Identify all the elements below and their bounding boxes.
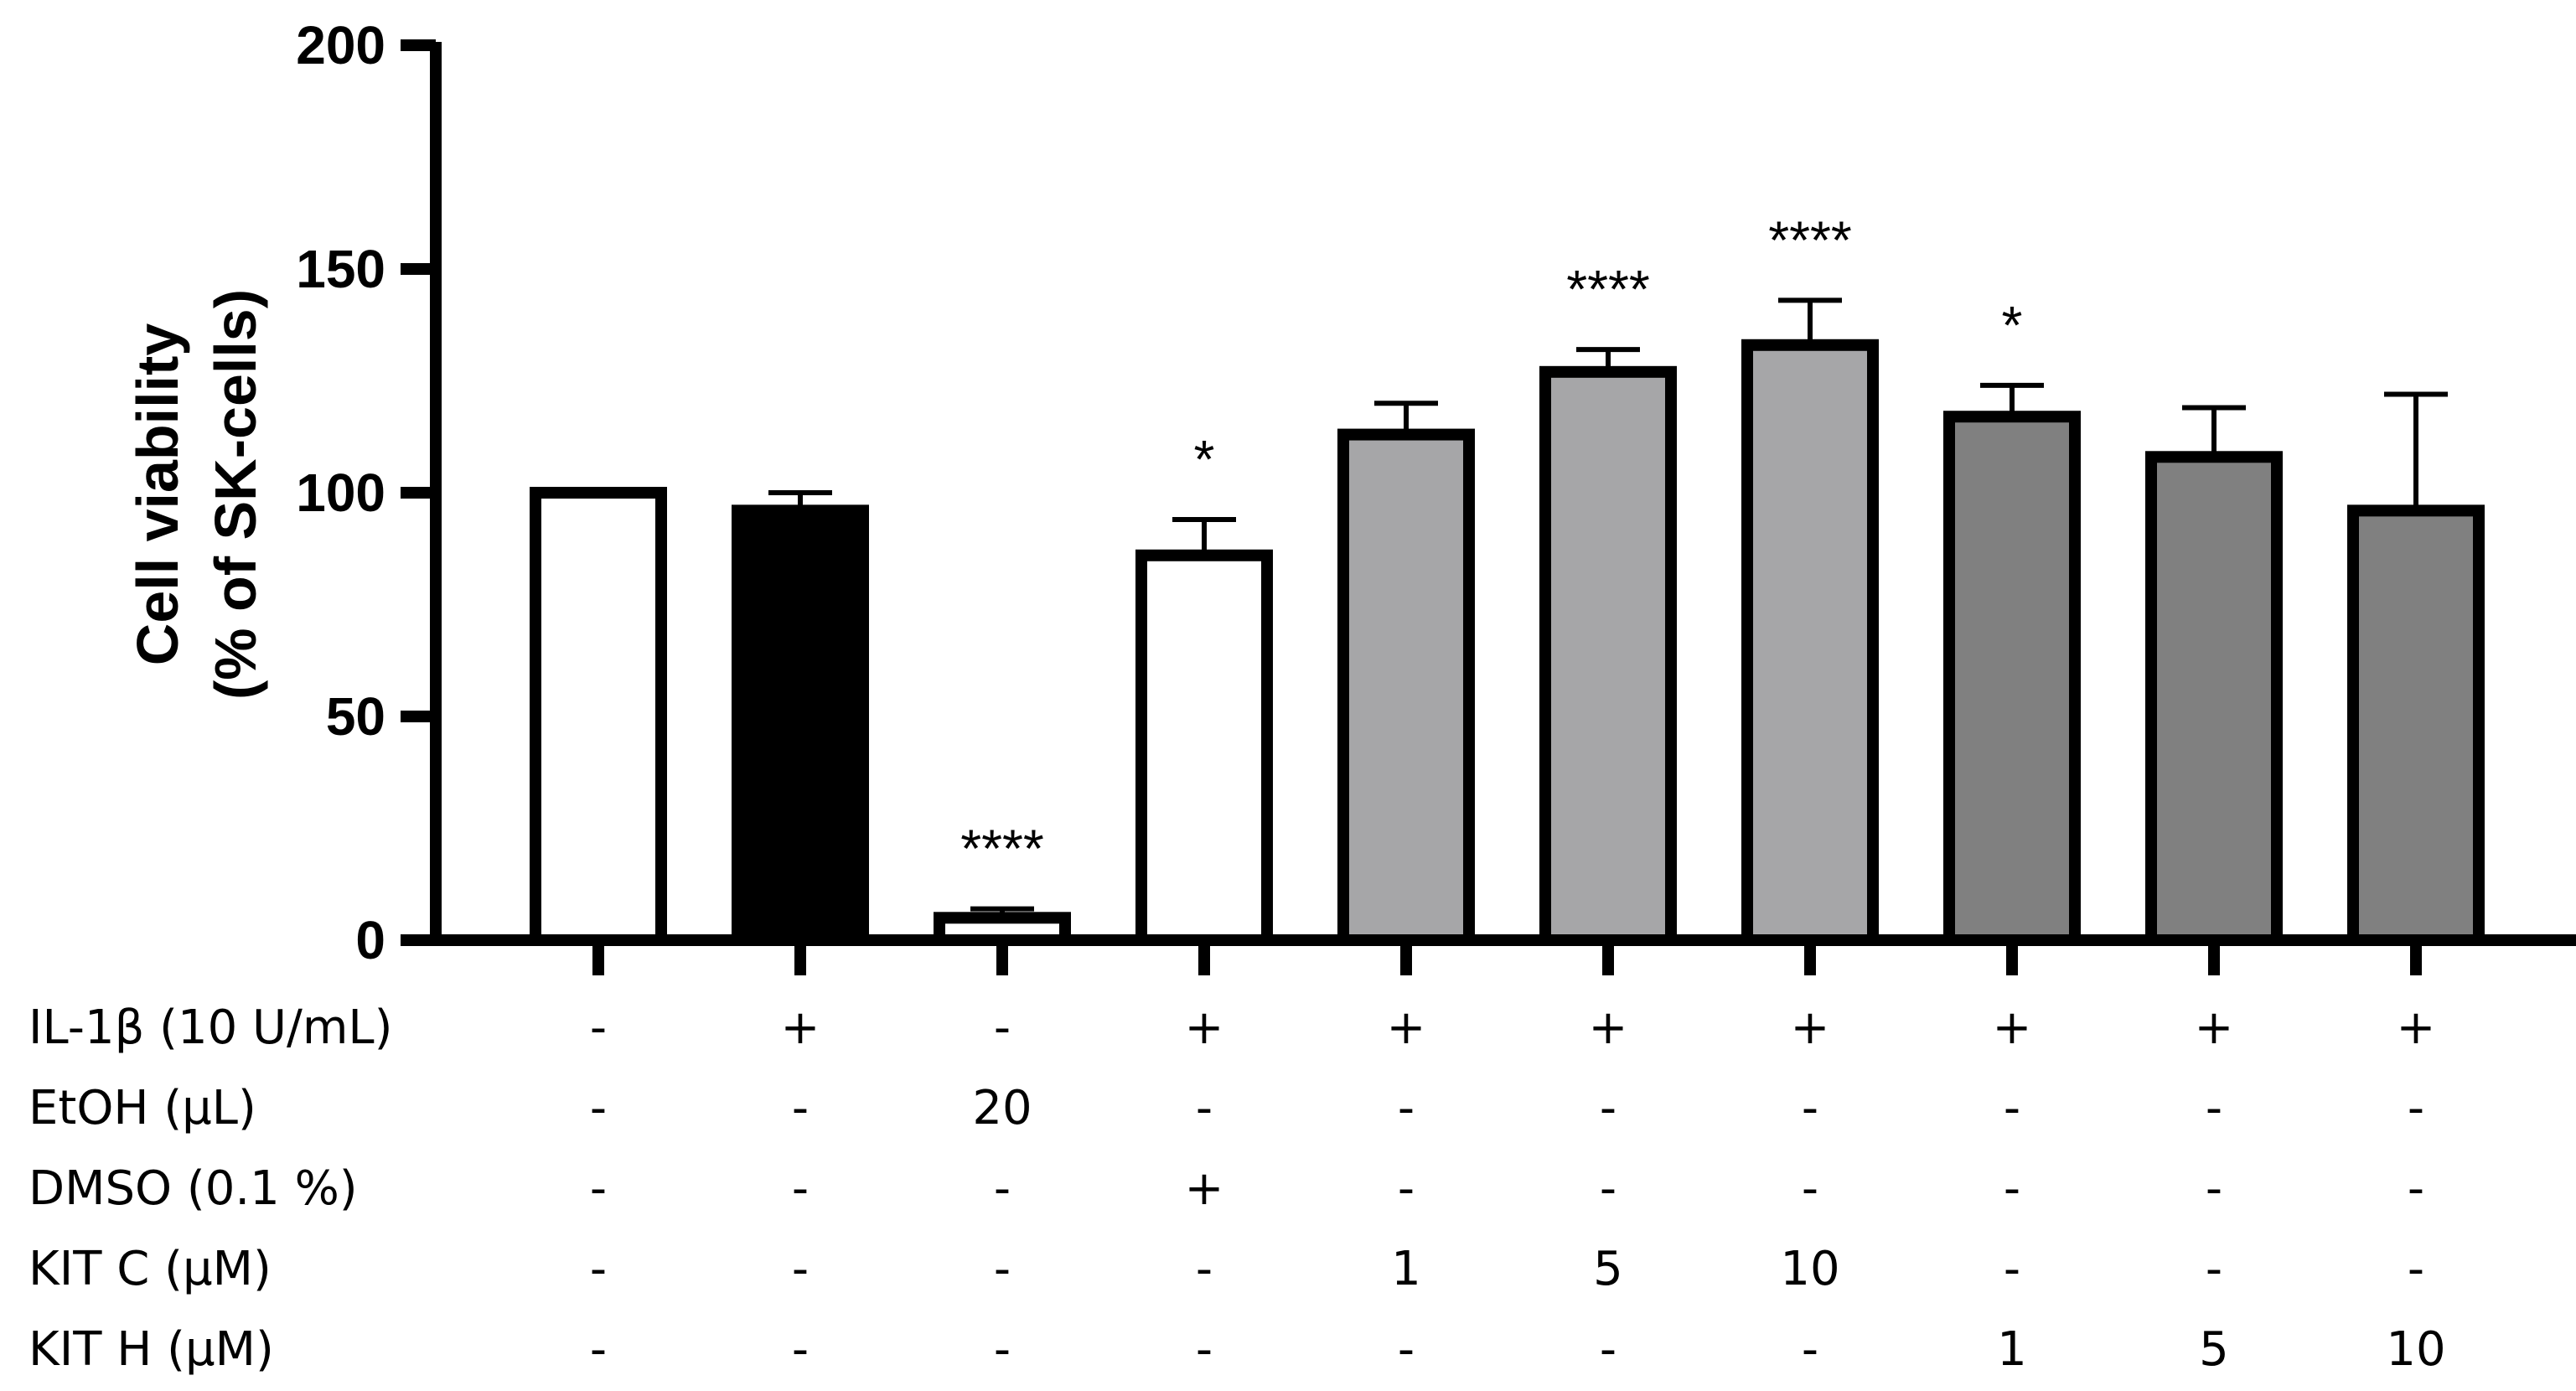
- bars-layer: [530, 297, 2485, 947]
- bar: [1539, 365, 1677, 946]
- condition-value: +: [1993, 1001, 2032, 1055]
- condition-table: IL-1β (10 U/mL) - + - + + + + + + + EtOH (μL) - - 20 - -…: [28, 1001, 2446, 1377]
- condition-value: -: [792, 1081, 809, 1135]
- condition-row-label: IL-1β (10 U/mL): [28, 1001, 392, 1055]
- y-tick-label: 100: [296, 463, 385, 523]
- condition-value: -: [2004, 1081, 2020, 1135]
- condition-value: 5: [2199, 1322, 2229, 1377]
- y-axis-title: Cell viability (% of SK-cells): [125, 289, 268, 700]
- condition-value: -: [590, 1081, 607, 1135]
- bar: [1741, 339, 1879, 946]
- condition-value: -: [1196, 1242, 1213, 1296]
- condition-value: -: [590, 1322, 607, 1377]
- condition-row-label: DMSO (0.1 %): [28, 1161, 358, 1216]
- condition-value: -: [1196, 1322, 1213, 1377]
- condition-value: -: [792, 1161, 809, 1216]
- condition-value: +: [2397, 1001, 2436, 1055]
- condition-value: -: [994, 1161, 1011, 1216]
- condition-value: -: [1398, 1081, 1415, 1135]
- condition-value: -: [2004, 1161, 2020, 1216]
- condition-value: +: [2195, 1001, 2234, 1055]
- bar: [1943, 411, 2081, 947]
- condition-value: -: [1802, 1081, 1818, 1135]
- significance-label: ****: [1566, 259, 1650, 319]
- condition-value: -: [2206, 1161, 2222, 1216]
- condition-value: -: [792, 1322, 809, 1377]
- condition-value: -: [1600, 1322, 1616, 1377]
- condition-value: -: [1802, 1161, 1818, 1216]
- condition-value: -: [2408, 1242, 2424, 1296]
- condition-value: -: [1600, 1161, 1616, 1216]
- significance-label: ****: [1768, 209, 1852, 270]
- y-tick-label: 50: [326, 686, 385, 747]
- condition-row-label: EtOH (μL): [28, 1081, 256, 1135]
- condition-value: 1: [1391, 1242, 1421, 1296]
- bar: [2347, 504, 2485, 946]
- y-axis-title-line1: Cell viability: [125, 323, 190, 666]
- y-tick-label: 0: [355, 910, 385, 970]
- condition-value: +: [1185, 1001, 1224, 1055]
- y-tick-label: 200: [296, 15, 385, 75]
- condition-value: +: [1387, 1001, 1426, 1055]
- bar: [1135, 549, 1273, 946]
- bar: [1337, 428, 1475, 946]
- condition-value: +: [1791, 1001, 1830, 1055]
- condition-value: -: [2408, 1161, 2424, 1216]
- condition-value: 20: [972, 1081, 1032, 1135]
- significance-label: *: [1194, 429, 1215, 489]
- significance-label: *: [2002, 295, 2023, 355]
- bar: [2145, 451, 2283, 946]
- condition-value: -: [994, 1242, 1011, 1296]
- condition-value: -: [994, 1001, 1011, 1055]
- y-tick-label: 150: [296, 239, 385, 299]
- condition-value: -: [792, 1242, 809, 1296]
- condition-value: -: [2408, 1081, 2424, 1135]
- condition-value: -: [1398, 1161, 1415, 1216]
- condition-value: 10: [1780, 1242, 1839, 1296]
- significance-label: ****: [960, 819, 1044, 879]
- condition-value: -: [1196, 1081, 1213, 1135]
- condition-value: +: [1185, 1161, 1224, 1216]
- bar: [732, 504, 869, 946]
- condition-value: -: [2206, 1081, 2222, 1135]
- condition-value: +: [1589, 1001, 1628, 1055]
- condition-value: -: [1600, 1081, 1616, 1135]
- condition-value: 10: [2386, 1322, 2445, 1377]
- condition-value: -: [590, 1001, 607, 1055]
- condition-value: -: [590, 1242, 607, 1296]
- condition-row-label: KIT H (μM): [28, 1322, 274, 1377]
- condition-row-label: KIT C (μM): [28, 1242, 272, 1296]
- condition-value: -: [994, 1322, 1011, 1377]
- condition-value: -: [1802, 1322, 1818, 1377]
- condition-value: +: [781, 1001, 820, 1055]
- condition-value: -: [1398, 1322, 1415, 1377]
- bar: [530, 487, 667, 946]
- condition-value: -: [2206, 1242, 2222, 1296]
- y-axis-title-line2: (% of SK-cells): [203, 289, 268, 700]
- condition-value: -: [590, 1161, 607, 1216]
- condition-value: -: [2004, 1242, 2020, 1296]
- significance-layer: **************: [960, 209, 2022, 878]
- axes-layer: 0 50 100 150 200: [296, 15, 2576, 975]
- condition-value: 5: [1593, 1242, 1623, 1296]
- condition-value: 1: [1997, 1322, 2027, 1377]
